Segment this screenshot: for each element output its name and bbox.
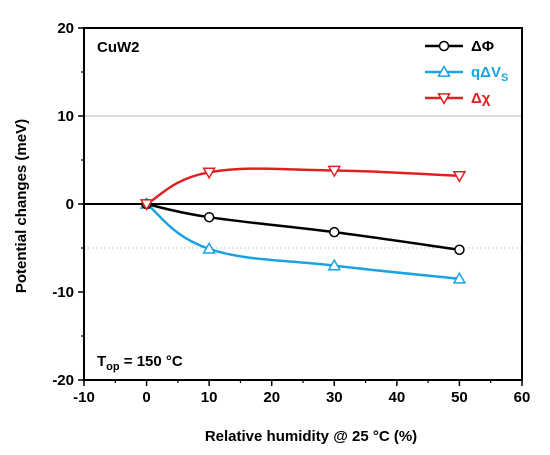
legend-item: Δχ [425,90,491,107]
condition-label-main: T [97,353,106,370]
series-line [146,202,460,251]
series-line [145,202,460,281]
legend-label: ΔΦ [471,38,494,55]
data-point [327,258,342,271]
x-tick-label: 0 [142,389,150,406]
legend-label: qΔVS [471,64,508,84]
data-point [202,167,216,180]
legend-item: qΔVS [425,64,508,84]
condition-label-sub: op [106,361,120,373]
x-tick-label: 20 [263,389,280,406]
condition-label: Top = 150 °C [97,353,183,373]
data-point [329,226,340,238]
condition-label-rest: = 150 °C [120,353,183,370]
legend: ΔΦ qΔVS Δχ [425,38,508,107]
x-tick-label: 30 [326,389,343,406]
plot-series [139,165,467,284]
x-tick-label: 50 [451,389,468,406]
y-tick-label: -20 [52,372,74,389]
x-tick-label: 10 [201,389,218,406]
data-point [454,244,465,256]
legend-label-main: ΔΦ [471,38,494,55]
legend-label: Δχ [471,90,491,107]
data-point [452,170,467,183]
legend-label-main: qΔV [471,64,501,81]
x-tick-label: 40 [389,389,406,406]
data-point [452,271,467,284]
legend-label-main: Δχ [471,90,491,107]
data-point [203,211,215,223]
series-0 [141,198,465,256]
series-1 [139,196,467,284]
x-tick-label: -10 [73,389,95,406]
y-tick-label: -10 [52,284,74,301]
legend-marker [437,64,451,77]
legend-label-sub: S [501,72,508,84]
series-line [145,167,460,206]
y-tick-label: 10 [57,108,74,125]
data-point [139,199,154,212]
sample-label: CuW2 [97,39,140,56]
x-tick-label: 60 [514,389,531,406]
legend-marker [438,40,450,52]
y-axis-label: Potential changes (meV) [13,119,30,293]
data-point [202,241,216,254]
x-axis-label: Relative humidity @ 25 °C (%) [205,428,417,445]
y-tick-label: 20 [57,20,74,37]
legend-item: ΔΦ [425,38,494,55]
data-point [327,165,342,178]
legend-marker [437,93,451,106]
y-tick-label: 0 [66,196,74,213]
series-2 [139,165,467,212]
